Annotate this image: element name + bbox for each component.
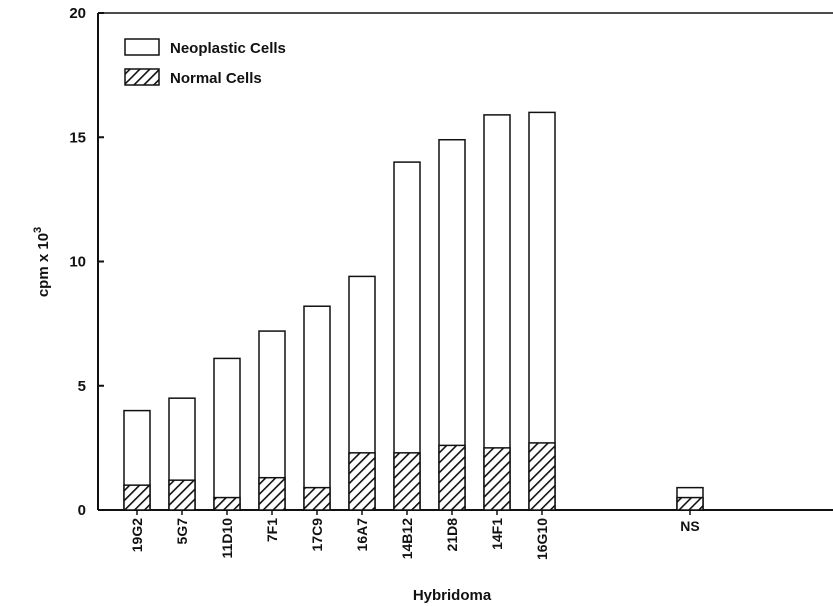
bars	[123, 111, 704, 511]
bar-neoplastic-11d10	[213, 357, 241, 511]
legend: Neoplastic Cells Normal Cells	[124, 38, 286, 87]
x-tick-label-5g7: 5G7	[174, 518, 190, 545]
bar-normal-5g7	[168, 479, 196, 511]
bar-normal-14b12	[393, 452, 421, 511]
x-tick-label-17c9: 17C9	[309, 518, 325, 552]
legend-swatch-normal	[124, 68, 160, 86]
legend-label-normal: Normal Cells	[170, 70, 262, 87]
bar-normal-17c9	[303, 486, 331, 511]
bar-normal-19g2	[123, 484, 151, 511]
y-tick-label: 15	[69, 129, 86, 146]
y-tick-label: 5	[78, 378, 86, 395]
y-tick-label: 10	[69, 254, 86, 271]
bar-normal-14f1	[483, 447, 511, 511]
legend-swatch-neoplastic	[124, 38, 160, 56]
y-ticks: 0 5 10 15 20	[69, 5, 104, 519]
bar-neoplastic-14b12	[393, 161, 421, 511]
y-tick-label: 0	[78, 502, 86, 519]
bar-normal-11d10	[213, 496, 241, 511]
x-tick-label-19g2: 19G2	[129, 518, 145, 552]
legend-label-neoplastic: Neoplastic Cells	[170, 40, 286, 57]
bar-neoplastic-17c9	[303, 305, 331, 511]
x-tick-labels: 19G2 5G7 11D10 7F1 17C9 16A7 14B12 21D8 14F1 16G1…	[129, 510, 700, 560]
y-tick-label: 20	[69, 5, 86, 22]
bar-neoplastic-14f1	[483, 114, 511, 511]
x-tick-label-11d10: 11D10	[219, 518, 235, 559]
x-tick-label-16g10: 16G10	[534, 518, 550, 560]
x-tick-label-21d8: 21D8	[444, 518, 460, 552]
x-tick-label-14f1: 14F1	[489, 518, 505, 550]
bar-normal-7f1	[258, 476, 286, 511]
y-axis-title-main: cpm x 10	[35, 233, 52, 297]
y-axis-title: cpm x 103	[32, 227, 52, 297]
bar-normal-21d8	[438, 444, 466, 511]
y-axis-title-superscript: 3	[32, 227, 44, 233]
bar-normal-ns	[676, 496, 704, 511]
bar-normal-16a7	[348, 452, 376, 511]
bar-normal-16g10	[528, 442, 556, 511]
x-tick-label-14b12: 14B12	[399, 518, 415, 559]
x-axis-title: Hybridoma	[413, 587, 492, 604]
x-tick-label-16a7: 16A7	[354, 518, 370, 552]
x-tick-label-ns: NS	[680, 518, 699, 534]
x-tick-label-7f1: 7F1	[264, 518, 280, 542]
